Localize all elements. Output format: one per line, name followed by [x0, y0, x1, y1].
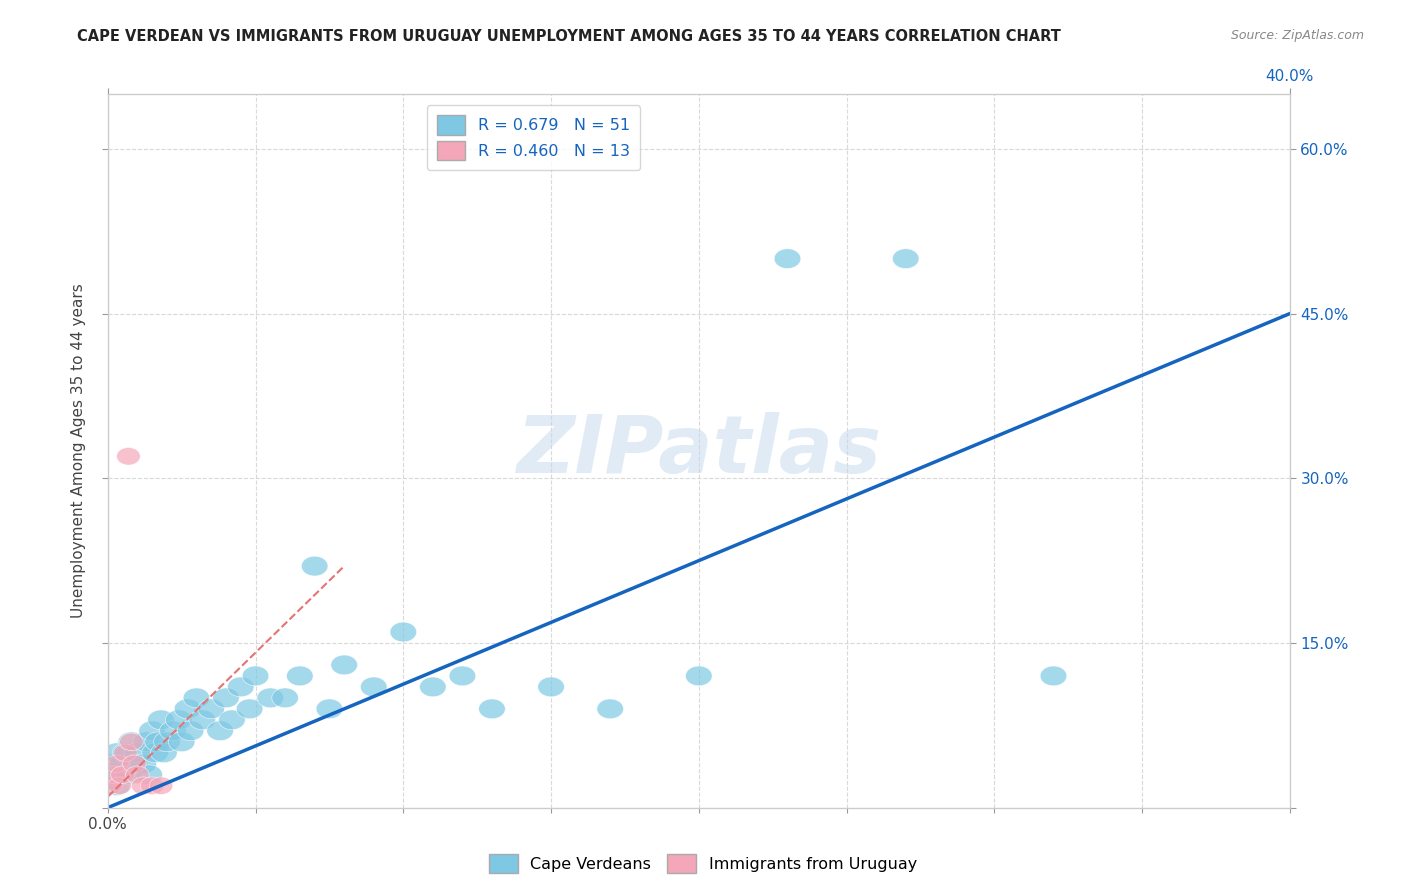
Ellipse shape — [537, 677, 564, 697]
Ellipse shape — [118, 732, 145, 752]
Ellipse shape — [598, 699, 623, 719]
Ellipse shape — [111, 766, 135, 783]
Text: Source: ZipAtlas.com: Source: ZipAtlas.com — [1230, 29, 1364, 42]
Ellipse shape — [188, 710, 215, 730]
Ellipse shape — [775, 249, 801, 268]
Ellipse shape — [131, 777, 155, 795]
Ellipse shape — [360, 677, 387, 697]
Ellipse shape — [287, 666, 314, 686]
Ellipse shape — [97, 764, 124, 785]
Ellipse shape — [153, 732, 180, 752]
Ellipse shape — [142, 743, 169, 763]
Ellipse shape — [100, 754, 127, 773]
Ellipse shape — [112, 743, 139, 763]
Ellipse shape — [686, 666, 711, 686]
Ellipse shape — [108, 777, 131, 795]
Ellipse shape — [110, 754, 136, 773]
Ellipse shape — [105, 755, 128, 772]
Ellipse shape — [114, 744, 138, 762]
Ellipse shape — [257, 688, 284, 707]
Ellipse shape — [125, 766, 149, 783]
Ellipse shape — [103, 776, 129, 796]
Ellipse shape — [107, 764, 134, 785]
Ellipse shape — [212, 688, 239, 707]
Ellipse shape — [271, 688, 298, 707]
Ellipse shape — [134, 732, 159, 752]
Ellipse shape — [301, 557, 328, 576]
Ellipse shape — [121, 754, 148, 773]
Ellipse shape — [242, 666, 269, 686]
Ellipse shape — [139, 721, 166, 740]
Legend: R = 0.679   N = 51, R = 0.460   N = 13: R = 0.679 N = 51, R = 0.460 N = 13 — [427, 105, 640, 170]
Ellipse shape — [228, 677, 254, 697]
Ellipse shape — [149, 777, 173, 795]
Ellipse shape — [207, 721, 233, 740]
Ellipse shape — [236, 699, 263, 719]
Ellipse shape — [166, 710, 193, 730]
Text: CAPE VERDEAN VS IMMIGRANTS FROM URUGUAY UNEMPLOYMENT AMONG AGES 35 TO 44 YEARS C: CAPE VERDEAN VS IMMIGRANTS FROM URUGUAY … — [77, 29, 1062, 44]
Ellipse shape — [893, 249, 920, 268]
Ellipse shape — [330, 655, 357, 675]
Ellipse shape — [198, 699, 225, 719]
Ellipse shape — [218, 710, 245, 730]
Ellipse shape — [103, 743, 129, 763]
Ellipse shape — [117, 448, 141, 465]
Text: ZIPatlas: ZIPatlas — [516, 412, 882, 490]
Ellipse shape — [1040, 666, 1067, 686]
Ellipse shape — [449, 666, 475, 686]
Ellipse shape — [124, 743, 150, 763]
Ellipse shape — [174, 699, 201, 719]
Ellipse shape — [159, 721, 186, 740]
Ellipse shape — [478, 699, 505, 719]
Ellipse shape — [101, 766, 125, 783]
Ellipse shape — [183, 688, 209, 707]
Ellipse shape — [122, 755, 146, 772]
Ellipse shape — [148, 710, 174, 730]
Ellipse shape — [419, 677, 446, 697]
Ellipse shape — [145, 732, 172, 752]
Ellipse shape — [98, 777, 122, 795]
Ellipse shape — [169, 732, 195, 752]
Ellipse shape — [177, 721, 204, 740]
Ellipse shape — [115, 764, 142, 785]
Ellipse shape — [150, 743, 177, 763]
Ellipse shape — [129, 754, 156, 773]
Ellipse shape — [136, 764, 163, 785]
Y-axis label: Unemployment Among Ages 35 to 44 years: Unemployment Among Ages 35 to 44 years — [72, 284, 86, 618]
Legend: Cape Verdeans, Immigrants from Uruguay: Cape Verdeans, Immigrants from Uruguay — [482, 847, 924, 880]
Ellipse shape — [141, 777, 165, 795]
Ellipse shape — [316, 699, 343, 719]
Ellipse shape — [389, 622, 416, 642]
Ellipse shape — [120, 733, 143, 750]
